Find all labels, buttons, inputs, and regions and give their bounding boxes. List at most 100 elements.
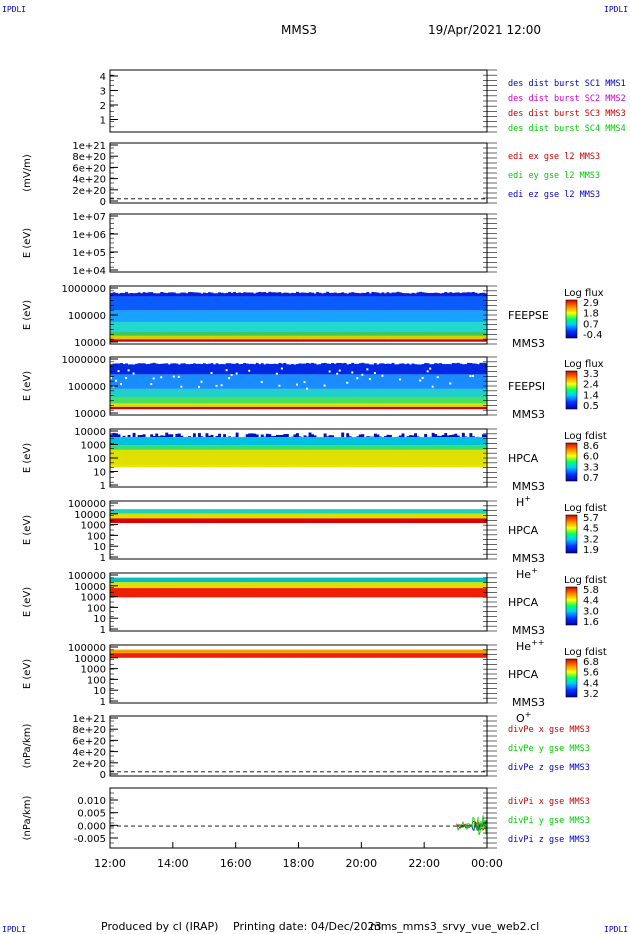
heatmap-cell [285, 403, 289, 407]
heatmap-cell [265, 433, 269, 438]
colorbar-value: 0.7 [583, 473, 599, 484]
heatmap-cell [388, 339, 392, 342]
heatmap-cell [368, 406, 372, 410]
heatmap-cell [338, 321, 342, 332]
heatmap-cell [471, 464, 475, 468]
heatmap-cell [363, 363, 367, 375]
heatmap-cell [220, 449, 224, 465]
heatmap-cell [208, 292, 211, 297]
heatmap-cell [401, 437, 405, 446]
colorbar-title: Log flux [564, 359, 604, 370]
heatmap-cell [177, 374, 181, 389]
heatmap-cell [353, 397, 357, 404]
heatmap-cell [243, 653, 247, 658]
heatmap-cell [210, 339, 214, 342]
heatmap-cell [394, 649, 397, 654]
heatmap-cell [346, 588, 350, 598]
heatmap-cell [260, 577, 264, 583]
heatmap-cell [225, 310, 229, 322]
heatmap-cell [336, 649, 340, 654]
heatmap-cell [368, 321, 372, 332]
heatmap-cell [162, 363, 166, 375]
heatmap-cell [469, 406, 473, 410]
heatmap-cell [218, 388, 221, 398]
heatmap-cell [220, 406, 224, 410]
heatmap-cell [346, 582, 350, 589]
heatmap-cell [333, 649, 337, 654]
x-tick-label: 14:00 [157, 857, 189, 870]
heatmap-cell [210, 434, 214, 438]
heatmap-cell [162, 509, 166, 514]
heatmap-cell [356, 653, 360, 658]
heatmap-cell [248, 331, 252, 336]
heatmap-cell [110, 292, 113, 297]
heatmap-cell [353, 364, 357, 375]
heatmap-cell [366, 649, 370, 654]
heatmap-cell [471, 653, 475, 658]
heatmap-cell [436, 335, 440, 340]
heatmap-cell [439, 321, 443, 332]
heatmap-cell [263, 436, 267, 438]
heatmap-cell [411, 513, 415, 519]
heatmap-cell [446, 449, 450, 465]
heatmap-cell [192, 582, 196, 589]
heatmap-cell [200, 296, 204, 311]
heatmap-cell [155, 310, 159, 322]
heatmap-cell [446, 437, 450, 446]
heatmap-cell [449, 449, 453, 465]
heatmap-cell [112, 432, 116, 438]
heatmap-cell [192, 513, 196, 519]
y-tick-label: 10000 [74, 654, 106, 665]
heatmap-cell [456, 445, 460, 450]
heatmap-cell [353, 445, 357, 450]
heatmap-cell [446, 509, 450, 514]
heatmap-cell [165, 577, 169, 583]
heatmap-cell [416, 436, 420, 438]
heatmap-cell [439, 653, 443, 658]
heatmap-cell [238, 296, 242, 311]
heatmap-cell [414, 406, 418, 410]
footer-printing-date: Printing date: 04/Dec/2023 [233, 920, 382, 933]
heatmap-cell [449, 653, 453, 658]
heatmap-cell [185, 649, 189, 654]
heatmap-cell [318, 464, 322, 468]
heatmap-cell [469, 339, 473, 342]
heatmap-cell [311, 509, 314, 514]
heatmap-cell [230, 296, 234, 311]
heatmap-cell [185, 293, 189, 297]
heatmap-cell [366, 588, 370, 598]
heatmap-cell [278, 296, 282, 311]
heatmap-cell [293, 331, 297, 336]
heatmap-cell [381, 588, 385, 598]
heatmap-cell [406, 388, 410, 398]
heatmap-cell [476, 445, 480, 450]
heatmap-cell [253, 509, 257, 514]
heatmap-cell [434, 518, 438, 524]
heatmap-cell [318, 296, 322, 311]
heatmap-cell [135, 518, 139, 524]
heatmap-cell [328, 335, 332, 340]
heatmap-cell [208, 435, 211, 438]
heatmap-cell [479, 445, 483, 450]
heatmap-cell [399, 388, 402, 398]
heatmap-cell [253, 406, 257, 410]
heatmap-cell [137, 518, 141, 524]
heatmap-cell [280, 296, 284, 311]
heatmap-cell [358, 588, 362, 598]
panel-frame [109, 715, 488, 777]
heatmap-cell [361, 449, 365, 465]
heatmap-cell [147, 464, 151, 468]
heatmap-cell [220, 339, 224, 342]
heatmap-cell [135, 449, 139, 465]
heatmap-cell [130, 588, 134, 598]
colorbar-title: Log fdist [564, 575, 607, 586]
heatmap-cell [192, 649, 196, 654]
heatmap-cell [441, 445, 445, 450]
heatmap-cell [303, 310, 307, 322]
heatmap-cell [265, 403, 269, 407]
heatmap-cell [295, 513, 299, 519]
heatmap-cell [378, 397, 382, 404]
heatmap-cell [471, 582, 475, 589]
heatmap-cell [215, 577, 219, 583]
y-tick-label: 1e+05 [72, 248, 106, 259]
